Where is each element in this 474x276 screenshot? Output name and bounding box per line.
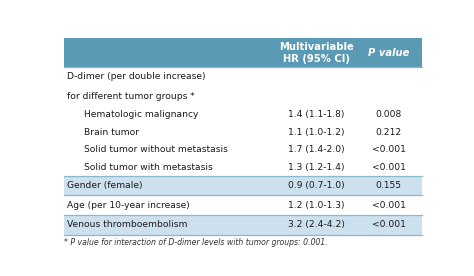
Text: Gender (female): Gender (female) [66,181,142,190]
Text: 1.7 (1.4-2.0): 1.7 (1.4-2.0) [288,145,345,154]
Bar [64,215,422,235]
Bar [64,38,422,67]
Text: * P value for interaction of D-dimer levels with tumor groups: 0.001.: * P value for interaction of D-dimer lev… [64,238,327,247]
Text: 1.3 (1.2-1.4): 1.3 (1.2-1.4) [288,163,345,172]
Bar [64,106,422,124]
Text: Age (per 10-year increase): Age (per 10-year increase) [66,201,189,210]
Bar [64,141,422,158]
Text: <0.001: <0.001 [372,163,406,172]
Text: D-dimer (per double increase): D-dimer (per double increase) [66,72,205,81]
Bar [64,87,422,106]
Text: 0.008: 0.008 [375,110,401,120]
Text: <0.001: <0.001 [372,145,406,154]
Text: 0.212: 0.212 [375,128,401,137]
Text: 3.2 (2.4-4.2): 3.2 (2.4-4.2) [288,220,345,229]
Text: Venous thromboembolism: Venous thromboembolism [66,220,187,229]
Text: 0.155: 0.155 [375,181,401,190]
Text: Solid tumor with metastasis: Solid tumor with metastasis [84,163,213,172]
Text: <0.001: <0.001 [372,220,406,229]
Bar [64,67,422,87]
Bar [64,124,422,141]
Text: <0.001: <0.001 [372,201,406,210]
Text: Solid tumor without metastasis: Solid tumor without metastasis [84,145,228,154]
Text: Hematologic malignancy: Hematologic malignancy [84,110,198,120]
Text: 1.2 (1.0-1.3): 1.2 (1.0-1.3) [288,201,345,210]
Text: 0.9 (0.7-1.0): 0.9 (0.7-1.0) [288,181,345,190]
Text: Multivariable
HR (95% CI): Multivariable HR (95% CI) [279,42,354,64]
Bar [64,176,422,195]
Text: 1.4 (1.1-1.8): 1.4 (1.1-1.8) [288,110,345,120]
Text: Brain tumor: Brain tumor [84,128,139,137]
Bar [64,195,422,215]
Text: 1.1 (1.0-1.2): 1.1 (1.0-1.2) [288,128,345,137]
Bar [64,158,422,176]
Text: P value: P value [368,48,409,58]
Text: for different tumor groups *: for different tumor groups * [66,92,194,101]
